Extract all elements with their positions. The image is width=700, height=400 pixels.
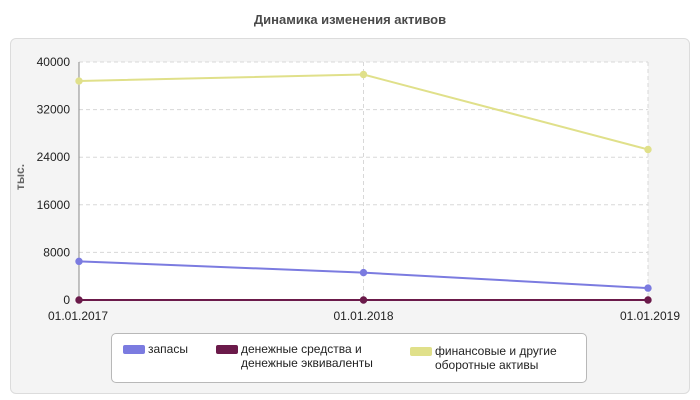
x-tick-label: 01.01.2017 <box>48 309 108 323</box>
data-point-0-2 <box>644 284 652 292</box>
y-tick-label: 40000 <box>37 55 71 69</box>
legend-swatch-financial <box>410 347 432 356</box>
legend-swatch-cash <box>216 345 238 354</box>
x-tick-label: 01.01.2019 <box>620 309 680 323</box>
legend-label-zapasy: запасы <box>148 342 188 356</box>
y-tick-label: 32000 <box>37 103 71 117</box>
data-point-0-0 <box>75 257 83 266</box>
legend-label-cash: денежные средства и денежные эквиваленты <box>241 342 373 370</box>
data-point-2-2 <box>644 145 652 154</box>
data-point-1-0 <box>75 296 83 304</box>
y-tick-label: 16000 <box>37 198 71 212</box>
legend-label-financial: финансовые и другие оборотные активы <box>435 344 557 372</box>
data-point-0-1 <box>359 268 368 277</box>
legend-item-cash: денежные средства и денежные эквиваленты <box>216 342 373 370</box>
y-tick-label: 8000 <box>43 245 70 259</box>
data-point-2-1 <box>359 70 368 79</box>
y-tick-label: 24000 <box>37 150 71 164</box>
x-tick-label: 01.01.2018 <box>333 309 393 323</box>
chart-title: Динамика изменения активов <box>253 12 447 27</box>
y-tick-label: 0 <box>63 293 70 307</box>
y-axis-label: тыс. <box>13 164 27 190</box>
legend-item-financial: финансовые и другие оборотные активы <box>410 344 557 372</box>
data-point-1-1 <box>359 296 368 304</box>
data-point-2-0 <box>75 77 83 85</box>
legend-swatch-zapasy <box>123 345 145 354</box>
legend: запасы денежные средства и денежные экви… <box>111 333 587 383</box>
data-point-1-2 <box>644 296 652 304</box>
legend-item-zapasy: запасы <box>123 342 188 356</box>
